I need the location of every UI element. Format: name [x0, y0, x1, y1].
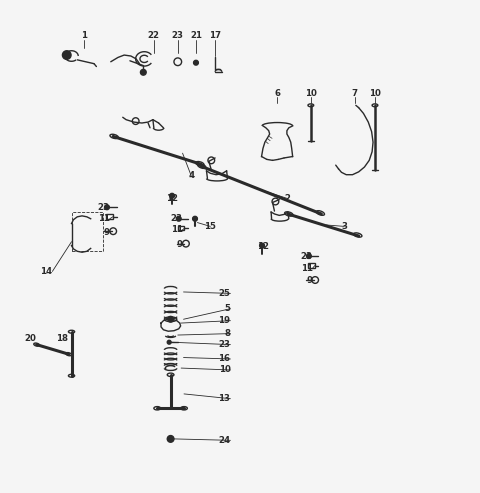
FancyBboxPatch shape: [106, 214, 113, 219]
Circle shape: [169, 193, 174, 198]
Text: 11: 11: [301, 264, 313, 273]
Circle shape: [193, 60, 198, 65]
Text: 23: 23: [301, 251, 313, 261]
Text: 7: 7: [352, 89, 358, 98]
Text: 6: 6: [275, 89, 280, 98]
Text: 10: 10: [218, 365, 230, 375]
Text: 20: 20: [24, 334, 36, 343]
Text: 13: 13: [218, 394, 230, 403]
Text: 9: 9: [104, 228, 110, 237]
Circle shape: [176, 216, 181, 221]
Text: 3: 3: [341, 222, 348, 231]
Text: 22: 22: [148, 32, 160, 40]
Text: 18: 18: [56, 334, 68, 343]
Text: 11: 11: [98, 214, 110, 223]
Text: 10: 10: [305, 89, 317, 98]
Text: 11: 11: [170, 225, 182, 234]
Text: 10: 10: [369, 89, 381, 98]
Circle shape: [167, 435, 174, 442]
Circle shape: [62, 51, 71, 59]
Circle shape: [168, 317, 173, 322]
Circle shape: [260, 243, 264, 248]
Text: 12: 12: [166, 194, 178, 203]
Text: 17: 17: [209, 32, 221, 40]
Text: 25: 25: [218, 289, 230, 298]
Circle shape: [192, 216, 197, 221]
Text: 23: 23: [172, 32, 184, 40]
Text: 9: 9: [307, 277, 313, 285]
Text: 23: 23: [218, 340, 230, 349]
Text: 5: 5: [225, 304, 230, 313]
Circle shape: [307, 254, 312, 258]
Circle shape: [141, 70, 146, 75]
Circle shape: [105, 205, 109, 210]
Circle shape: [167, 340, 171, 344]
Text: 9: 9: [177, 240, 182, 248]
Text: 12: 12: [257, 242, 269, 251]
Text: 21: 21: [190, 32, 202, 40]
Text: 8: 8: [225, 329, 230, 338]
Text: 23: 23: [98, 203, 110, 212]
Text: 1: 1: [82, 32, 87, 40]
Text: 23: 23: [170, 214, 182, 223]
Text: 14: 14: [40, 267, 52, 276]
Text: 2: 2: [285, 194, 291, 203]
Text: 16: 16: [218, 354, 230, 363]
FancyBboxPatch shape: [308, 263, 315, 268]
Text: 4: 4: [188, 171, 194, 180]
Text: 19: 19: [218, 316, 230, 325]
Text: 24: 24: [218, 436, 230, 445]
FancyBboxPatch shape: [178, 226, 184, 230]
Text: 15: 15: [204, 222, 216, 231]
